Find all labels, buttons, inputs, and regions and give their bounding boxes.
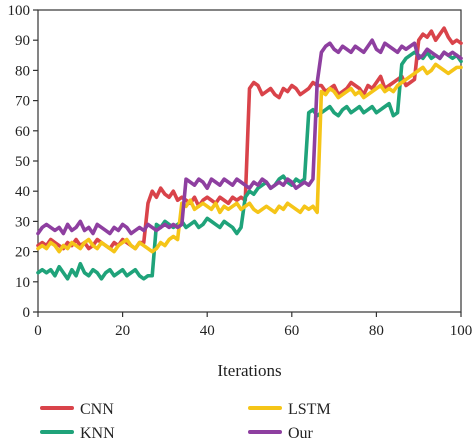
legend-label-our: Our	[288, 425, 314, 442]
y-tick-label: 60	[15, 124, 30, 140]
x-tick-label: 80	[369, 323, 384, 339]
x-tick-label: 20	[115, 323, 130, 339]
y-tick-label: 50	[15, 154, 30, 170]
legend: CNN KNN LSTM Our	[40, 401, 331, 442]
series-line-our	[36, 38, 463, 236]
y-tick-label: 30	[15, 214, 30, 230]
x-axis-label: Iterations	[217, 361, 281, 380]
x-tick-label: 100	[450, 323, 473, 339]
series-line-lstm	[36, 62, 463, 254]
x-tick-label: 40	[200, 323, 215, 339]
series-lines	[36, 26, 463, 281]
legend-label-lstm: LSTM	[288, 401, 331, 418]
x-tick-label: 60	[284, 323, 299, 339]
y-tick-label: 100	[8, 3, 31, 19]
legend-label-knn: KNN	[80, 425, 115, 442]
y-tick-label: 10	[15, 275, 30, 291]
plot-frame	[37, 9, 462, 313]
y-tick-label: 20	[15, 245, 30, 261]
y-tick-label: 0	[23, 305, 31, 321]
y-tick-label: 70	[15, 94, 30, 110]
x-tick-label: 0	[34, 323, 42, 339]
legend-label-cnn: CNN	[80, 401, 114, 418]
y-tick-label: 80	[15, 63, 30, 79]
series-line-knn	[36, 50, 463, 281]
y-tick-label: 40	[15, 184, 30, 200]
series-line-cnn	[36, 26, 463, 251]
axes: 0 10 20 30 40 50 60 70 80 90 100 0 20 40 60 80 100	[8, 3, 473, 339]
y-tick-label: 90	[15, 33, 30, 49]
